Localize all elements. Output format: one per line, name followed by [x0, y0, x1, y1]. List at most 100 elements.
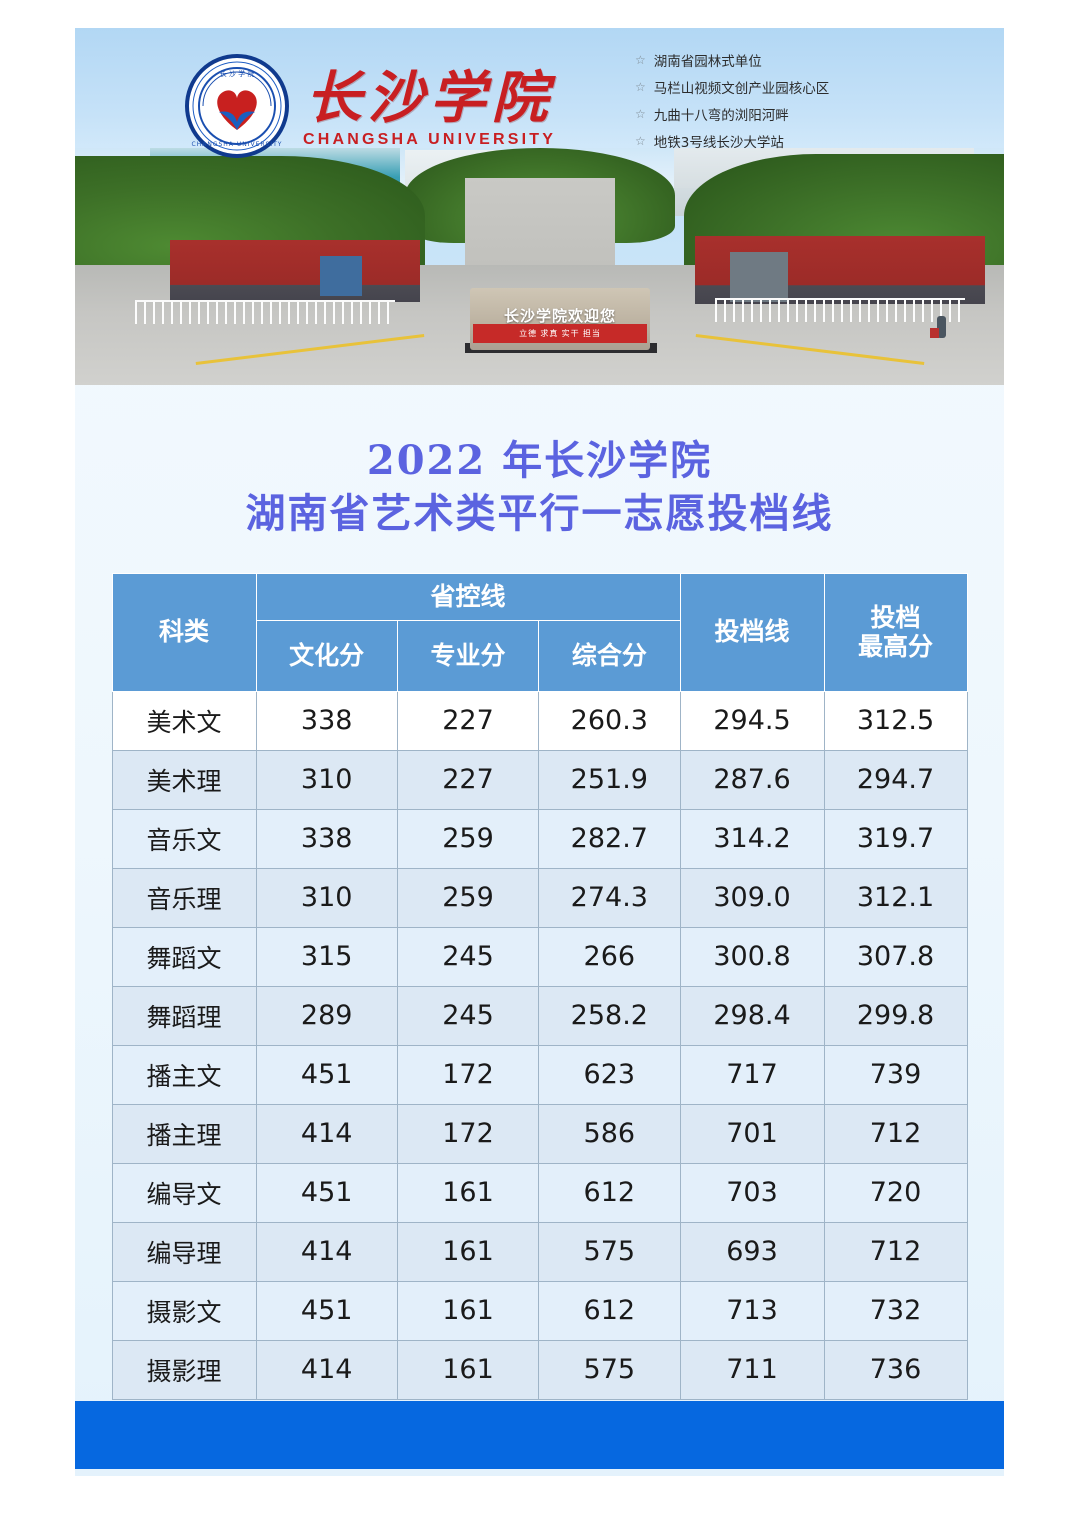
- col-header-max-score-bottom: 最高分: [857, 632, 933, 662]
- cell-composite: 266: [538, 926, 681, 987]
- logo-wordmark-cn: 长沙学院: [305, 64, 554, 131]
- tagline-item: ☆ 地铁3号线长沙大学站: [635, 131, 829, 151]
- table-row: 播主理 414 172 586 701 712: [111, 1103, 968, 1164]
- col-header-culture: 文化分: [255, 619, 398, 692]
- logo-wordmark-en: CHANGSHA UNIVERSITY: [303, 131, 557, 149]
- cell-composite: 575: [538, 1221, 681, 1282]
- tagline-text: 地铁3号线长沙大学站: [653, 135, 784, 151]
- cell-admission: 711: [679, 1339, 825, 1400]
- table-row: 摄影理 414 161 575 711 736: [111, 1339, 968, 1400]
- header-banner: 长 沙 学 院 CHANGSHA UNIVERSITY 长沙学院 CHANGSH…: [75, 28, 1004, 385]
- table-row: 舞蹈文 315 245 266 300.8 307.8: [111, 926, 968, 987]
- cell-composite: 251.9: [538, 749, 681, 810]
- cell-max: 732: [823, 1280, 968, 1341]
- cell-culture: 310: [255, 867, 398, 928]
- banner-taglines: ☆ 湖南省园林式单位 ☆ 马栏山视频文创产业园核心区 ☆ 九曲十八弯的浏阳河畔 …: [635, 50, 829, 151]
- col-header-admission-line: 投档线: [679, 572, 825, 692]
- photo-fence-right: [715, 298, 965, 322]
- university-logo: 长 沙 学 院 CHANGSHA UNIVERSITY 长沙学院 CHANGSH…: [185, 54, 556, 158]
- cell-category: 播主理: [111, 1103, 257, 1164]
- footer-bar: [75, 1401, 1004, 1469]
- cell-culture: 451: [255, 1280, 398, 1341]
- table-row: 美术文 338 227 260.3 294.5 312.5: [111, 690, 968, 751]
- cell-max: 720: [823, 1162, 968, 1223]
- cell-culture: 338: [255, 690, 398, 751]
- campus-gate-photo: 长沙学院欢迎您 立德 求真 实干 担当: [75, 148, 1004, 385]
- table-row: 音乐文 338 259 282.7 314.2 319.7: [111, 808, 968, 869]
- photo-monument-band: 立德 求真 实干 担当: [473, 324, 647, 343]
- cell-category: 美术文: [111, 690, 257, 751]
- cell-culture: 315: [255, 926, 398, 987]
- table-body: 美术文 338 227 260.3 294.5 312.5 美术理 310 22…: [111, 690, 968, 1400]
- table-header-row-1: 科类 省控线 投档线 投档 最高分: [111, 572, 968, 692]
- table-row: 编导理 414 161 575 693 712: [111, 1221, 968, 1282]
- col-header-max-score: 投档 最高分: [823, 572, 968, 692]
- cell-max: 307.8: [823, 926, 968, 987]
- cell-category: 编导理: [111, 1221, 257, 1282]
- cell-admission: 294.5: [679, 690, 825, 751]
- cell-max: 319.7: [823, 808, 968, 869]
- page-title-line2: 湖南省艺术类平行一志愿投档线: [245, 489, 834, 537]
- cell-culture: 414: [255, 1103, 398, 1164]
- cell-composite: 274.3: [538, 867, 681, 928]
- cell-culture: 414: [255, 1339, 398, 1400]
- col-header-max-score-top: 投档: [870, 602, 921, 632]
- table-row: 摄影文 451 161 612 713 732: [111, 1280, 968, 1341]
- photo-monument-text: 长沙学院欢迎您: [503, 306, 616, 325]
- cell-major: 161: [396, 1339, 540, 1400]
- cell-admission: 703: [679, 1162, 825, 1223]
- cell-category: 摄影理: [111, 1339, 257, 1400]
- admission-score-table: 科类 省控线 投档线 投档 最高分 文化分 专业分 综合分: [111, 572, 968, 1400]
- cell-major: 161: [396, 1280, 540, 1341]
- cell-admission: 713: [679, 1280, 825, 1341]
- cell-category: 舞蹈文: [111, 926, 257, 987]
- star-icon: ☆: [635, 53, 646, 67]
- cell-max: 739: [823, 1044, 968, 1105]
- cell-culture: 451: [255, 1162, 398, 1223]
- page-title-line1: 2022 年长沙学院: [366, 437, 713, 484]
- cell-admission: 287.6: [679, 749, 825, 810]
- cell-max: 294.7: [823, 749, 968, 810]
- cell-max: 312.5: [823, 690, 968, 751]
- table-row: 舞蹈理 289 245 258.2 298.4 299.8: [111, 985, 968, 1046]
- star-icon: ☆: [635, 134, 646, 148]
- cell-major: 245: [396, 985, 540, 1046]
- table-row: 美术理 310 227 251.9 287.6 294.7: [111, 749, 968, 810]
- cell-category: 摄影文: [111, 1280, 257, 1341]
- cell-composite: 260.3: [538, 690, 681, 751]
- photo-gate-building-left: [170, 240, 420, 302]
- cell-major: 172: [396, 1044, 540, 1105]
- photo-gate-door-right: [730, 252, 788, 302]
- cell-max: 712: [823, 1103, 968, 1164]
- university-seal-icon: 长 沙 学 院 CHANGSHA UNIVERSITY: [185, 54, 289, 158]
- cell-culture: 451: [255, 1044, 398, 1105]
- cell-major: 172: [396, 1103, 540, 1164]
- cell-category: 美术理: [111, 749, 257, 810]
- cell-major: 227: [396, 690, 540, 751]
- tagline-item: ☆ 湖南省园林式单位: [635, 50, 829, 70]
- svg-text:CHANGSHA UNIVERSITY: CHANGSHA UNIVERSITY: [192, 141, 283, 148]
- tagline-text: 马栏山视频文创产业园核心区: [653, 81, 830, 97]
- cell-major: 245: [396, 926, 540, 987]
- cell-composite: 623: [538, 1044, 681, 1105]
- cell-admission: 314.2: [679, 808, 825, 869]
- cell-culture: 289: [255, 985, 398, 1046]
- table-row: 播主文 451 172 623 717 739: [111, 1044, 968, 1105]
- cell-admission: 701: [679, 1103, 825, 1164]
- cell-category: 编导文: [111, 1162, 257, 1223]
- cell-major: 227: [396, 749, 540, 810]
- page-title: 2022 年长沙学院 湖南省艺术类平行一志愿投档线: [75, 435, 1004, 541]
- col-header-province-group: 省控线: [255, 572, 681, 621]
- cell-admission: 300.8: [679, 926, 825, 987]
- photo-person: [930, 316, 946, 338]
- logo-wordmark: 长沙学院 CHANGSHA UNIVERSITY: [303, 64, 557, 150]
- cell-admission: 298.4: [679, 985, 825, 1046]
- photo-fence-left: [135, 300, 395, 324]
- col-header-category: 科类: [111, 572, 257, 692]
- cell-major: 161: [396, 1221, 540, 1282]
- cell-admission: 693: [679, 1221, 825, 1282]
- table-row: 音乐理 310 259 274.3 309.0 312.1: [111, 867, 968, 928]
- tagline-item: ☆ 九曲十八弯的浏阳河畔: [635, 104, 829, 124]
- cell-culture: 338: [255, 808, 398, 869]
- cell-admission: 717: [679, 1044, 825, 1105]
